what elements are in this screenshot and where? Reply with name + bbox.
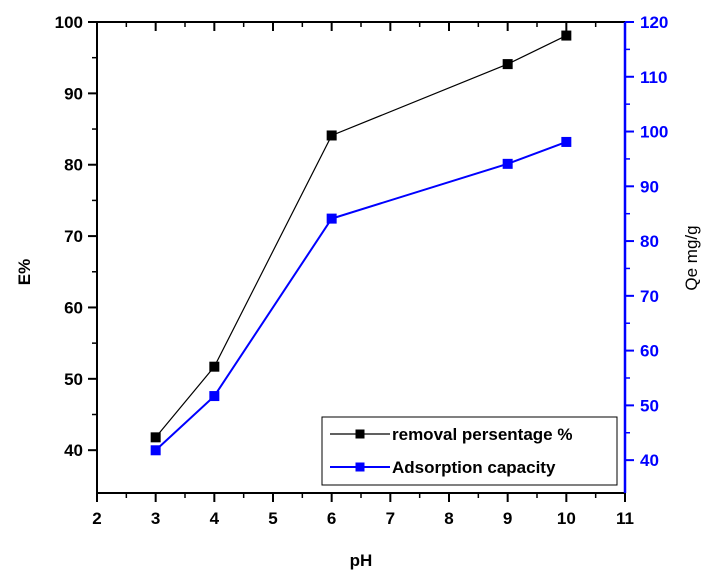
y-right-tick-label: 80 [640, 232, 659, 251]
y-left-tick-label: 70 [64, 227, 83, 246]
legend: removal persentage % Adsorption capacity [321, 416, 618, 486]
y-left-tick-label: 50 [64, 370, 83, 389]
y-right-tick-label: 90 [640, 177, 659, 196]
data-point-1 [209, 391, 220, 402]
data-point-1 [326, 213, 337, 224]
x-tick-label: 4 [210, 509, 220, 528]
x-tick-label: 6 [327, 509, 336, 528]
x-tick-label: 5 [268, 509, 277, 528]
data-point-0 [150, 432, 161, 443]
x-tick-label: 3 [151, 509, 160, 528]
series-layer [150, 30, 572, 456]
legend-label-adsorption: Adsorption capacity [392, 458, 556, 477]
x-tick-label: 8 [444, 509, 453, 528]
legend-item-adsorption: Adsorption capacity [330, 458, 556, 477]
legend-marker-removal [355, 429, 365, 439]
legend-marker-adsorption [355, 462, 365, 472]
y-left-tick-label: 100 [55, 13, 83, 32]
y-axis-right-title: Qe mg/g [682, 225, 701, 290]
y-right-tick-label: 60 [640, 342, 659, 361]
legend-box [321, 416, 618, 486]
y-axis-left-title: E% [15, 259, 34, 285]
y-left-tick-label: 80 [64, 156, 83, 175]
series-line-1 [154, 141, 567, 452]
x-tick-label: 2 [92, 509, 101, 528]
legend-item-removal: removal persentage % [330, 425, 572, 444]
data-point-0 [326, 130, 337, 141]
y-right-tick-label: 70 [640, 287, 659, 306]
legend-label-removal: removal persentage % [392, 425, 572, 444]
x-axis-title: pH [350, 551, 373, 570]
y-left-tick-label: 40 [64, 441, 83, 460]
data-point-0 [561, 30, 572, 41]
y-right-tick-label: 40 [640, 451, 659, 470]
data-point-0 [209, 361, 220, 372]
y-left-tick-label: 90 [64, 84, 83, 103]
y-right-tick-label: 100 [640, 123, 668, 142]
x-tick-label: 10 [557, 509, 576, 528]
x-tick-label: 7 [386, 509, 395, 528]
ticks-layer: 2 3 4 5 6 7 8 9 10 11 40 50 60 70 80 90 100 40 50 60 70 80 90 1… [55, 13, 669, 528]
data-point-0 [502, 59, 513, 70]
series-line-0 [155, 35, 567, 438]
x-tick-label: 11 [616, 509, 634, 528]
y-right-tick-label: 50 [640, 396, 659, 415]
y-left-tick-label: 60 [64, 298, 83, 317]
data-point-1 [502, 158, 513, 169]
x-tick-label: 9 [503, 509, 512, 528]
y-right-tick-label: 110 [640, 68, 667, 87]
y-right-tick-label: 120 [640, 13, 668, 32]
data-point-1 [150, 445, 161, 456]
data-point-1 [561, 136, 572, 147]
